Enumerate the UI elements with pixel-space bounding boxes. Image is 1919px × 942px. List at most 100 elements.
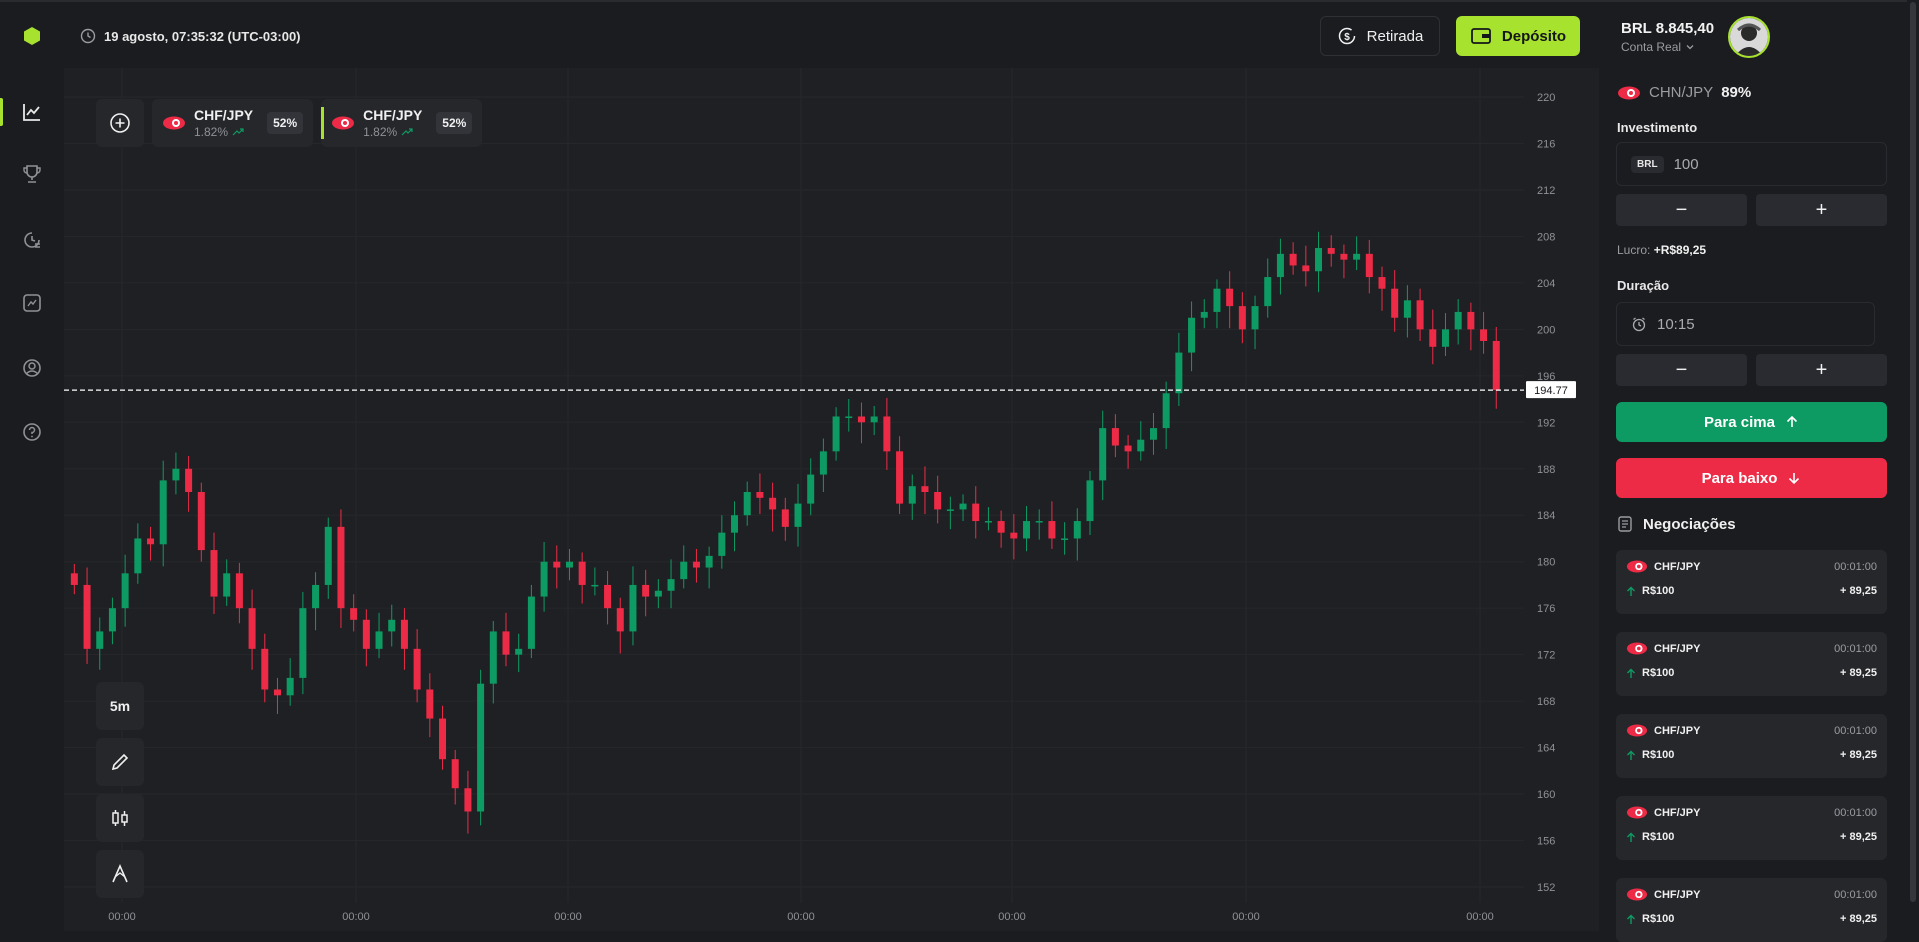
chevron-down-icon (1686, 45, 1694, 50)
trade-amount-value: R$100 (1642, 913, 1675, 925)
candle-body (1200, 311, 1208, 318)
withdraw-button[interactable]: $ Retirada (1320, 16, 1440, 56)
candle-body (324, 526, 332, 585)
candle-body (819, 451, 827, 475)
y-tick-label: 156 (1537, 836, 1555, 848)
candle-body (477, 683, 485, 812)
x-tick-label: 00:00 (787, 911, 815, 923)
timeframe-button[interactable]: 5m (96, 682, 144, 730)
trade-pair-name: CHF/JPY (1654, 560, 1701, 573)
help-icon (23, 423, 41, 441)
sidebar-item-profile[interactable] (0, 346, 64, 390)
sidebar-item-trading[interactable] (0, 90, 64, 134)
candle-body (591, 584, 599, 587)
trade-time: 00:01:00 (1834, 642, 1877, 655)
investment-increase-button[interactable]: + (1756, 194, 1887, 226)
y-tick-label: 200 (1537, 324, 1555, 336)
candle-body (1441, 329, 1449, 347)
candle-body (1429, 329, 1437, 347)
balance-amount: BRL 8.845,40 (1621, 20, 1715, 37)
clock-icon (80, 28, 96, 44)
candle-body (451, 759, 459, 789)
avatar[interactable] (1728, 16, 1770, 58)
trade-pair: CHF/JPY (1626, 642, 1700, 655)
sidebar-item-history[interactable] (0, 218, 64, 262)
trade-item[interactable]: CHF/JPY 00:01:00 R$100 + 89,25 (1616, 796, 1887, 860)
x-tick-label: 00:00 (342, 911, 370, 923)
candle-body (1251, 306, 1259, 330)
candle-body (273, 689, 281, 696)
candle-body (134, 538, 142, 574)
candle-body (553, 561, 561, 568)
y-tick-label: 212 (1537, 185, 1555, 197)
duration-increase-button[interactable]: + (1756, 354, 1887, 386)
candle-body (1226, 288, 1234, 307)
trade-item[interactable]: CHF/JPY 00:01:00 R$100 + 89,25 (1616, 714, 1887, 778)
candle-body (439, 718, 447, 760)
candle-body (172, 468, 180, 481)
trade-time: 00:01:00 (1834, 560, 1877, 573)
candle-body (527, 596, 535, 649)
duration-input[interactable]: 10:15 (1616, 302, 1875, 346)
candle-body (515, 648, 523, 655)
candle-body (934, 492, 942, 510)
duration-decrease-button[interactable]: − (1616, 354, 1747, 386)
candle-body (642, 584, 650, 597)
candle-body (197, 492, 205, 551)
scrollbar-thumb[interactable] (1910, 2, 1916, 902)
candle-body (731, 515, 739, 533)
investment-input[interactable]: BRL 100 (1616, 142, 1887, 186)
svg-text:$: $ (1344, 32, 1350, 43)
asset-tab[interactable]: CHF/JPY 1.82% 52% (152, 99, 314, 147)
put-button[interactable]: Para baixo (1616, 458, 1887, 498)
candle-body (1365, 253, 1373, 278)
scrollbar[interactable] (1907, 0, 1919, 931)
candles-icon (112, 810, 128, 826)
call-button[interactable]: Para cima (1616, 402, 1887, 442)
y-tick-label: 216 (1537, 138, 1555, 150)
sidebar-item-analytics[interactable] (0, 281, 64, 325)
profile-icon (23, 359, 41, 377)
candle-body (464, 788, 472, 812)
candle-body (70, 573, 78, 585)
candle-body (223, 573, 231, 597)
trade-amount: R$100 (1626, 749, 1674, 761)
pair-name: CHN/JPY (1649, 84, 1714, 101)
y-tick-label: 180 (1537, 557, 1555, 569)
draw-tool-button[interactable] (96, 738, 144, 786)
account-type[interactable]: Conta Real (1621, 40, 1714, 54)
candlestick-chart[interactable]: 220 216 212 208 204 200 196 192 188 184 180 176 172 1… (64, 68, 1599, 931)
deposit-button[interactable]: Depósito (1456, 16, 1580, 56)
candle-body (1111, 428, 1119, 446)
trade-gain: + 89,25 (1839, 913, 1877, 925)
trophy-icon (23, 165, 41, 183)
sidebar-item-help[interactable] (0, 410, 64, 454)
candle-body (1137, 439, 1145, 452)
investment-decrease-button[interactable]: − (1616, 194, 1747, 226)
trade-pair-name: CHF/JPY (1654, 888, 1701, 901)
trade-item[interactable]: CHF/JPY 00:01:00 R$100 + 89,25 (1616, 878, 1887, 942)
current-price-label: 194.77 (1534, 385, 1568, 397)
investment-label: Investimento (1617, 120, 1698, 135)
indicators-button[interactable] (96, 850, 144, 898)
candle-body (794, 503, 802, 527)
trade-item[interactable]: CHF/JPY 00:01:00 R$100 + 89,25 (1616, 550, 1887, 614)
trade-item[interactable]: CHF/JPY 00:01:00 R$100 + 89,25 (1616, 632, 1887, 696)
chart-type-button[interactable] (96, 794, 144, 842)
trade-time: 00:01:00 (1834, 888, 1877, 901)
flag-icon (1626, 642, 1648, 655)
asset-tab-selected[interactable]: CHF/JPY 1.82% 52% (321, 99, 483, 147)
candle-body (1289, 253, 1297, 266)
sidebar-item-tournaments[interactable] (0, 152, 64, 196)
price-chart[interactable]: 220 216 212 208 204 200 196 192 188 184 180 176 172 1… (64, 68, 1599, 931)
candle-body (540, 561, 548, 597)
trade-amount-value: R$100 (1642, 749, 1675, 761)
candle-body (1086, 480, 1094, 522)
logo-icon[interactable] (22, 26, 42, 46)
balance-selector[interactable]: BRL 8.845,40 Conta Real (1621, 20, 1714, 54)
selected-pair[interactable]: CHN/JPY 89% (1617, 84, 1751, 101)
trend-up-icon (232, 128, 244, 136)
candle-body (857, 416, 865, 423)
add-asset-button[interactable] (96, 99, 144, 147)
candle-body (1238, 306, 1246, 330)
